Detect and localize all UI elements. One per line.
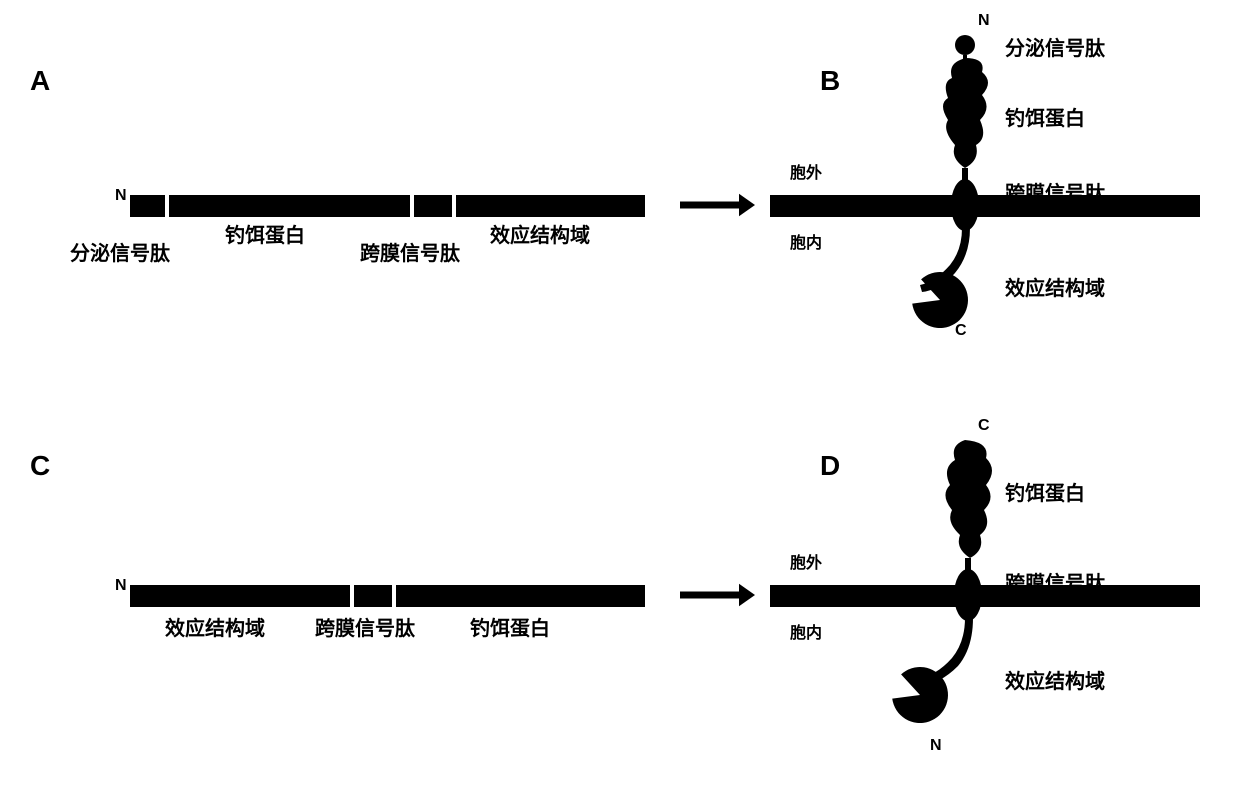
rect-element [414, 195, 452, 217]
text-element: 效应结构域 [1005, 669, 1105, 693]
text-element: 胞外 [789, 163, 822, 182]
rect-element [130, 195, 165, 217]
text-element: 跨膜信号肽 [315, 616, 416, 640]
text-element: N [115, 577, 127, 594]
rect-element [456, 195, 645, 217]
text-element: 跨膜信号肽 [360, 241, 461, 265]
text-element: 效应结构域 [490, 223, 590, 247]
text-element: A [30, 65, 50, 96]
text-element: 分泌信号肽 [70, 241, 171, 265]
rect-element [354, 585, 392, 607]
ellipse-element [951, 179, 979, 231]
ellipse-element [954, 569, 982, 621]
text-element: 钓饵蛋白 [470, 616, 550, 640]
text-element: C [978, 417, 990, 434]
text-element: D [820, 450, 840, 481]
text-element: 跨膜信号肽 [1005, 181, 1106, 205]
text-element: 胞内 [789, 623, 822, 642]
text-element: 胞外 [789, 553, 822, 572]
text-element: 钓饵蛋白 [225, 223, 305, 247]
text-element: 效应结构域 [1005, 276, 1105, 300]
rect-element [169, 195, 410, 217]
text-element: 钓饵蛋白 [1005, 481, 1085, 505]
rect-element [396, 585, 645, 607]
text-element: 效应结构域 [165, 616, 265, 640]
text-element: C [30, 450, 50, 481]
text-element: N [930, 737, 942, 754]
text-element: 分泌信号肽 [1005, 36, 1106, 60]
text-element: N [978, 12, 990, 29]
text-element: 胞内 [789, 233, 822, 252]
text-element: C [955, 322, 967, 339]
rect-element [770, 195, 1200, 217]
text-element: 钓饵蛋白 [1005, 106, 1085, 130]
text-element: N [115, 187, 127, 204]
rect-element [130, 585, 350, 607]
text-element: 跨膜信号肽 [1005, 571, 1106, 595]
circle-element [955, 35, 975, 55]
text-element: B [820, 65, 840, 96]
rect-element [770, 585, 1200, 607]
